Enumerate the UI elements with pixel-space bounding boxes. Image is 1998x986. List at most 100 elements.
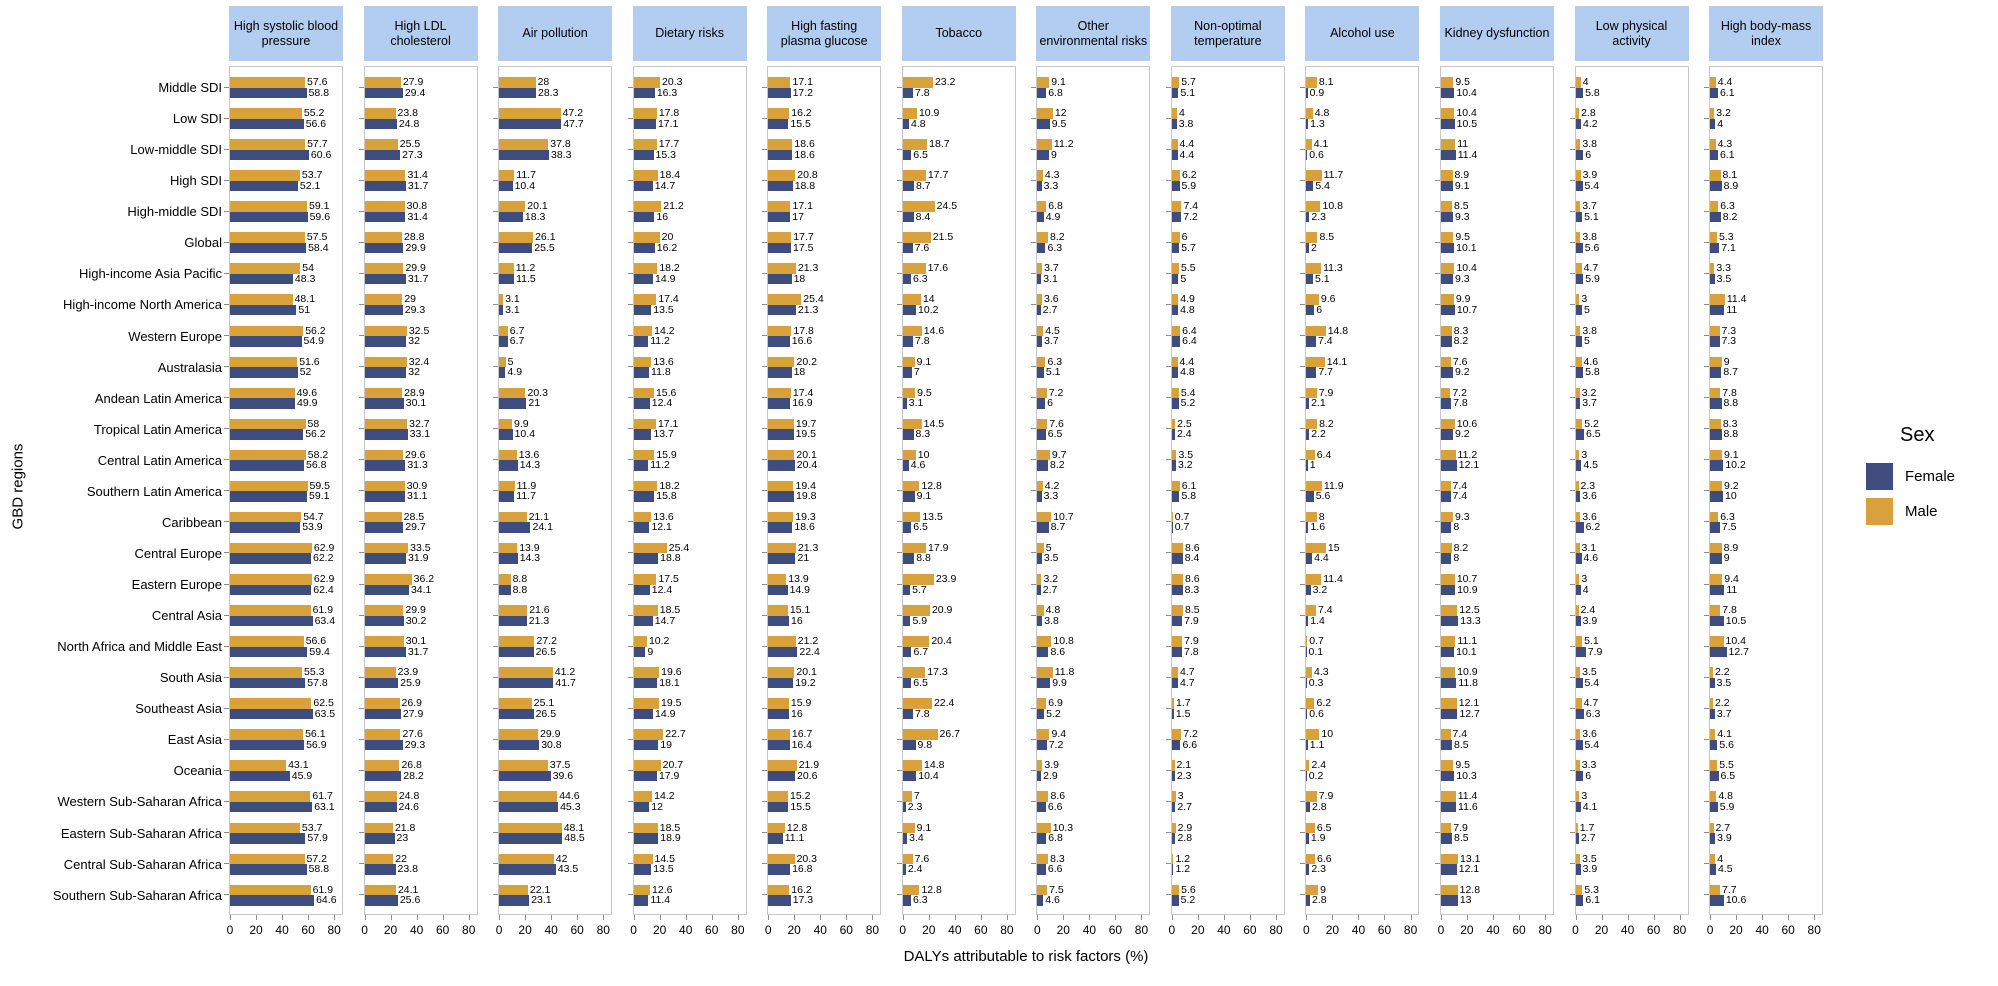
female-value-label: 12.1 <box>1458 863 1480 876</box>
x-tick-mark <box>1332 915 1334 920</box>
male-value-label: 5.3 <box>1718 231 1734 244</box>
y-tick-mark <box>1434 148 1440 150</box>
y-tick-mark <box>493 863 499 865</box>
female-value-label: 4.8 <box>911 117 926 130</box>
male-value-label: 24.1 <box>397 883 419 896</box>
bar-group: 10.9 11.8 <box>1434 662 1553 693</box>
male-value-label: 5.2 <box>1584 417 1599 430</box>
female-value-label: 62.2 <box>313 552 334 565</box>
y-tick-mark <box>358 86 364 88</box>
bar-group: 17.9 8.8 <box>896 538 1015 569</box>
female-bar-row: 2 <box>1306 243 1418 254</box>
female-value-label: 24.6 <box>398 800 419 813</box>
bar-group: 15.9 11.2 <box>627 445 746 476</box>
bar-group: 19.3 18.6 <box>762 507 880 538</box>
female-bar-row: 3.8 <box>1037 616 1149 627</box>
female-bar <box>1306 367 1317 378</box>
male-bar <box>902 139 928 150</box>
female-bar-row: 5.7 <box>1171 243 1284 254</box>
y-tick-mark <box>358 303 364 305</box>
bar-group: 8.3 8.2 <box>1434 321 1553 352</box>
male-bar <box>230 605 311 616</box>
y-tick-mark <box>1569 645 1575 647</box>
male-value-label: 16.7 <box>791 728 813 741</box>
female-bar <box>1575 149 1584 161</box>
bar-group: 17.8 17.1 <box>627 103 746 134</box>
y-tick-mark <box>224 179 229 181</box>
male-bar <box>1710 232 1717 243</box>
female-bar <box>633 336 649 347</box>
y-tick-mark <box>1569 148 1575 150</box>
bar-group: 54.7 53.9 <box>224 507 342 538</box>
female-bar <box>499 708 534 720</box>
y-tick-mark <box>1300 397 1306 399</box>
female-bar <box>1710 460 1724 471</box>
male-bar <box>499 108 561 119</box>
y-tick-mark <box>1704 614 1710 616</box>
female-bar <box>230 522 301 533</box>
female-bar <box>364 460 406 471</box>
female-bar-row: 15.5 <box>768 119 880 130</box>
bar-group: 12.8 13 <box>1434 880 1553 911</box>
male-bar <box>1171 418 1176 430</box>
female-bar-row: 9.1 <box>902 491 1015 502</box>
male-bar <box>1710 294 1725 305</box>
x-tick-mark <box>1223 915 1225 920</box>
male-bar <box>1171 449 1177 461</box>
male-value-label: 17.1 <box>657 417 679 430</box>
male-value-label: 25.4 <box>803 293 824 306</box>
male-bar <box>768 574 787 585</box>
female-bar <box>633 460 649 471</box>
bar-group: 3.6 5.4 <box>1569 724 1688 755</box>
y-tick-mark <box>627 272 633 274</box>
male-value-label: 57.6 <box>307 76 328 89</box>
x-tick-mark <box>768 915 770 920</box>
female-value-label: 6 <box>1316 303 1323 316</box>
bar-group: 21.2 16 <box>627 196 746 227</box>
female-bar-row: 16.3 <box>633 88 746 99</box>
male-value-label: 11.2 <box>1053 138 1074 151</box>
male-bar <box>633 729 664 740</box>
female-bar-row: 29.4 <box>364 88 477 99</box>
female-bar-row: 20.4 <box>768 460 880 471</box>
male-value-label: 10.7 <box>1456 573 1478 586</box>
male-bar <box>1171 294 1179 305</box>
female-bar-row: 0.2 <box>1306 771 1418 782</box>
male-value-label: 6.3 <box>1047 355 1063 368</box>
bar-group: 15 4.4 <box>1300 538 1418 569</box>
bar-group: 2.4 0.2 <box>1300 755 1418 786</box>
male-value-label: 4.3 <box>1044 169 1060 182</box>
x-tick-label: 20 <box>1594 923 1609 937</box>
panel-plot: 23.2 7.8 10.9 4.8 18.7 6.5 17.7 8.7 24.5 8.4 21.5 7… <box>896 66 1016 915</box>
y-tick-mark <box>358 583 364 585</box>
male-value-label: 59.5 <box>309 479 330 492</box>
female-bar-row: 53.9 <box>230 522 342 533</box>
panel-header: High systolic blood pressure <box>229 6 343 61</box>
female-bar <box>230 615 313 627</box>
bar-group: 15.1 16 <box>762 600 880 631</box>
female-value-label: 7 <box>913 366 920 379</box>
female-bar <box>902 739 916 751</box>
y-tick-mark <box>1704 863 1710 865</box>
y-tick-mark <box>1031 832 1037 834</box>
female-value-label: 6.3 <box>1585 707 1601 720</box>
y-tick-mark <box>493 366 499 368</box>
male-bar <box>633 667 660 678</box>
male-bar-row: 10.4 <box>1440 108 1553 119</box>
female-value-label: 9.3 <box>1455 272 1470 285</box>
male-bar <box>768 449 795 461</box>
female-bar-row: 4.7 <box>1171 678 1284 689</box>
x-tick-label: 20 <box>1460 923 1474 937</box>
male-value-label: 9.1 <box>1051 76 1066 89</box>
male-bar <box>633 325 653 337</box>
female-bar <box>768 677 794 689</box>
female-bar-row: 30.1 <box>364 398 477 409</box>
y-tick-mark <box>358 676 364 678</box>
y-tick-mark <box>1434 428 1440 430</box>
female-value-label: 8 <box>1453 552 1460 565</box>
male-bar-row: 11.9 <box>499 481 611 492</box>
x-tick-mark <box>1410 915 1412 920</box>
y-tick-mark <box>1165 459 1171 461</box>
female-bar-row: 3.7 <box>1575 398 1688 409</box>
female-value-label: 5.1 <box>1584 210 1599 223</box>
